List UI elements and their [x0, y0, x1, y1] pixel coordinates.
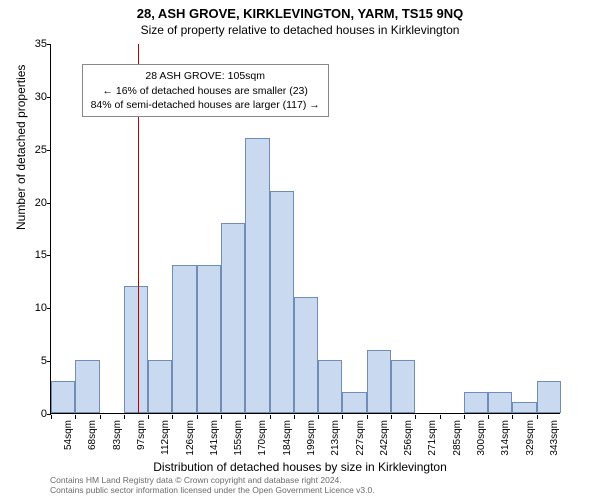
legend-line-3: 84% of semi-detached houses are larger (… — [91, 98, 320, 112]
legend-box: 28 ASH GROVE: 105sqm← 16% of detached ho… — [82, 64, 329, 117]
x-tick — [197, 415, 198, 419]
histogram-bar — [294, 297, 318, 413]
histogram-bar — [488, 392, 512, 413]
histogram-bar — [75, 360, 99, 413]
legend-line-2: ← 16% of detached houses are smaller (23… — [91, 84, 320, 98]
histogram-bar — [172, 265, 196, 413]
page-subtitle: Size of property relative to detached ho… — [0, 23, 600, 37]
header: 28, ASH GROVE, KIRKLEVINGTON, YARM, TS15… — [0, 0, 600, 37]
legend-line-1: 28 ASH GROVE: 105sqm — [91, 69, 320, 83]
y-tick: 0 — [21, 408, 47, 420]
histogram-bar — [124, 286, 148, 413]
histogram-bar — [391, 360, 415, 413]
copyright-block: Contains HM Land Registry data © Crown c… — [50, 475, 375, 496]
x-tick — [148, 415, 149, 419]
x-tick — [488, 415, 489, 419]
y-tick: 25 — [21, 144, 47, 156]
x-tick — [221, 415, 222, 419]
y-tick: 20 — [21, 197, 47, 209]
x-tick — [270, 415, 271, 419]
x-tick — [100, 415, 101, 419]
x-tick — [537, 415, 538, 419]
x-tick — [512, 415, 513, 419]
histogram-bar — [318, 360, 342, 413]
copyright-line-1: Contains HM Land Registry data © Crown c… — [50, 475, 375, 486]
y-tick: 35 — [21, 38, 47, 50]
x-tick — [367, 415, 368, 419]
histogram-bar — [342, 392, 366, 413]
x-tick — [391, 415, 392, 419]
y-tick: 5 — [21, 355, 47, 367]
x-tick — [318, 415, 319, 419]
histogram-bar — [270, 191, 294, 413]
histogram-bar — [221, 223, 245, 413]
x-tick — [294, 415, 295, 419]
x-tick — [172, 415, 173, 419]
y-tick: 30 — [21, 91, 47, 103]
y-tick: 10 — [21, 302, 47, 314]
page-title: 28, ASH GROVE, KIRKLEVINGTON, YARM, TS15… — [0, 6, 600, 21]
histogram-bar — [51, 381, 75, 413]
chart-area: 0510152025303554sqm68sqm83sqm97sqm112sqm… — [50, 44, 560, 414]
x-tick — [124, 415, 125, 419]
x-tick — [440, 415, 441, 419]
plot-region: 0510152025303554sqm68sqm83sqm97sqm112sqm… — [50, 44, 560, 414]
x-tick — [464, 415, 465, 419]
x-tick — [415, 415, 416, 419]
histogram-bar — [148, 360, 172, 413]
copyright-line-2: Contains public sector information licen… — [50, 485, 375, 496]
histogram-bar — [512, 402, 536, 413]
histogram-bar — [537, 381, 561, 413]
x-tick — [51, 415, 52, 419]
x-tick — [342, 415, 343, 419]
histogram-bar — [464, 392, 488, 413]
histogram-bar — [245, 138, 269, 413]
x-tick — [75, 415, 76, 419]
histogram-bar — [197, 265, 221, 413]
y-tick: 15 — [21, 249, 47, 261]
x-axis-label: Distribution of detached houses by size … — [0, 460, 600, 474]
x-tick — [245, 415, 246, 419]
histogram-bar — [367, 350, 391, 413]
